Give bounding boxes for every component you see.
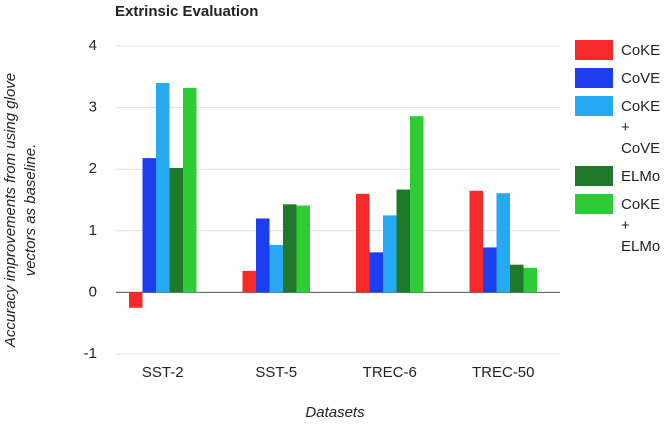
legend: CoKE CoVE CoKE + CoVE ELMo CoKE + ELMo [575, 40, 670, 264]
x-tick-label: SST-2 [142, 364, 184, 381]
legend-item: CoKE + CoVE [575, 96, 670, 159]
y-tick-label: 0 [89, 283, 97, 300]
bar [283, 204, 297, 293]
bar [410, 116, 424, 293]
legend-swatch [575, 40, 613, 60]
bar [156, 82, 170, 293]
x-axis-label: Datasets [305, 404, 365, 421]
legend-label: CoKE + CoVE [621, 98, 661, 157]
bar [523, 267, 537, 293]
bar [142, 158, 156, 293]
legend-swatch [575, 68, 613, 88]
bar [383, 215, 397, 293]
bar [183, 87, 197, 293]
bar [256, 218, 270, 293]
legend-item: CoKE + ELMo [575, 194, 670, 257]
y-tick-label: -1 [84, 345, 97, 362]
bar [483, 247, 497, 293]
x-tick-label: SST-5 [255, 364, 297, 381]
legend-swatch [575, 166, 613, 186]
legend-label: ELMo [621, 168, 661, 185]
bar [296, 205, 310, 293]
bar [469, 190, 483, 293]
y-axis-label: Accuracy improvements from using glove v… [2, 72, 39, 348]
chart-title: Extrinsic Evaluation [115, 3, 258, 20]
y-tick-label: 3 [89, 99, 97, 116]
legend-item: ELMo [575, 166, 670, 187]
x-tick-label: TREC-50 [472, 364, 535, 381]
legend-label: CoKE + ELMo [621, 196, 661, 255]
legend-swatch [575, 96, 613, 116]
legend-item: CoVE [575, 68, 670, 89]
bar [510, 264, 524, 293]
legend-label: CoKE [621, 42, 661, 59]
legend-label: CoVE [621, 70, 661, 87]
bar [356, 193, 370, 293]
bar [169, 167, 183, 293]
bar [269, 244, 283, 293]
y-tick-label: 2 [89, 160, 97, 177]
bar [396, 189, 410, 293]
legend-swatch [575, 194, 613, 214]
bar [242, 270, 256, 293]
legend-item: CoKE [575, 40, 670, 61]
bar [369, 252, 383, 293]
bar [129, 292, 143, 308]
y-tick-label: 4 [89, 37, 97, 54]
x-tick-label: TREC-6 [363, 364, 417, 381]
y-tick-label: 1 [89, 222, 97, 239]
bar [496, 193, 510, 293]
